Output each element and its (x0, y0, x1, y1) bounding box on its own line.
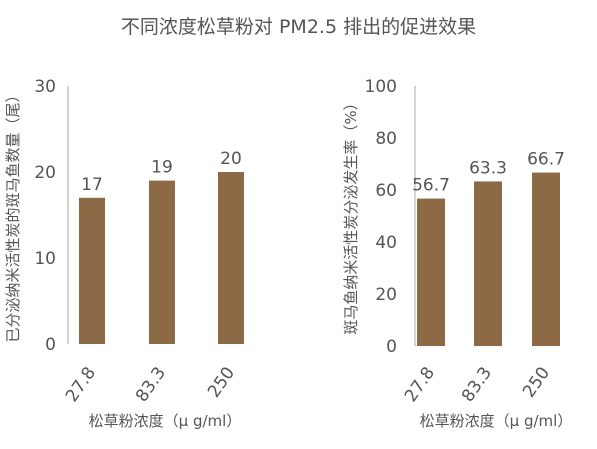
chart2-xtick-label: 27.8 (401, 363, 439, 405)
chart2-ytick-label: 60 (375, 181, 397, 201)
chart2-ytick-label: 40 (375, 233, 397, 253)
chart1-data-label: 17 (81, 175, 103, 195)
chart2-y-axis-title: 斑马鱼纳米活性炭分泌发生率（%） (342, 95, 360, 334)
chart1-x-axis-title: 松草粉浓度（μ g/ml） (89, 412, 242, 430)
chart2-xtick-label: 83.3 (458, 363, 496, 405)
chart1-ytick-label: 0 (45, 335, 56, 355)
chart2-ytick-label: 100 (365, 77, 397, 97)
chart1-ytick-label: 30 (34, 77, 56, 97)
chart2-ytick-label: 80 (375, 129, 397, 149)
chart1-bar (79, 197, 105, 344)
chart1-xtick-label: 250 (204, 363, 239, 401)
chart2-data-label: 66.7 (527, 150, 565, 170)
chart1-xtick-label: 83.3 (132, 363, 170, 405)
chart2-data-label: 56.7 (412, 176, 450, 196)
chart1-y-axis-title: 已分泌纳米活性炭的斑马鱼数量（尾） (4, 87, 22, 342)
chart2-bar (532, 172, 560, 346)
chart1-xtick-label: 27.8 (62, 363, 100, 405)
chart2-ytick-label: 20 (375, 285, 397, 305)
chart-title: 不同浓度松草粉对 PM2.5 排出的促进效果 (120, 16, 477, 38)
chart2-ytick-label: 0 (386, 337, 397, 357)
chart2-x-axis-title: 松草粉浓度（μ g/ml） (420, 412, 573, 430)
chart1-ytick-label: 10 (34, 249, 56, 269)
chart1-bar (149, 180, 175, 344)
chart1-data-label: 20 (220, 149, 242, 169)
chart2-bar (417, 198, 445, 346)
chart1-ytick-label: 20 (34, 163, 56, 183)
chart2-xtick-label: 250 (519, 363, 554, 401)
chart2-bar (474, 181, 502, 346)
chart1-data-label: 19 (151, 158, 173, 178)
chart2-data-label: 63.3 (469, 158, 507, 178)
chart1-bar (218, 172, 244, 344)
